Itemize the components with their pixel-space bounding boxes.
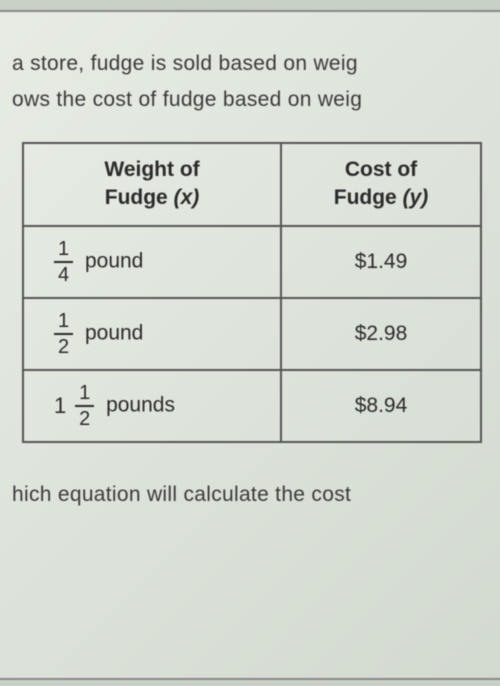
header-weight-l1: Weight of [104,158,199,181]
table-row: 1 1 2 pounds $8.94 [23,370,481,442]
fraction: 1 2 [75,383,94,429]
cost-cell-1: $1.49 [281,226,481,298]
unit-label: pound [85,249,143,272]
numerator: 1 [75,383,94,407]
header-weight-l2a: Fudge [105,186,174,209]
header-cost-l2a: Fudge [334,186,403,209]
unit-label: pound [85,321,143,344]
denominator: 2 [75,407,94,429]
question-line: hich equation will calculate the cost [12,483,500,507]
header-cost-var: (y) [403,186,429,209]
header-weight-var: (x) [174,186,200,209]
fudge-table: Weight of Fudge (x) Cost of Fudge (y) 1 … [22,142,482,443]
header-cost-l1: Cost of [345,158,417,181]
header-weight: Weight of Fudge (x) [23,143,281,226]
header-cost: Cost of Fudge (y) [281,143,481,226]
fraction: 1 4 [54,239,73,285]
numerator: 1 [54,311,73,335]
intro-line-1: a store, fudge is sold based on weig [12,52,500,76]
unit-label: pounds [106,393,175,416]
fudge-table-wrap: Weight of Fudge (x) Cost of Fudge (y) 1 … [22,142,500,443]
weight-cell-3: 1 1 2 pounds [23,370,281,442]
denominator: 4 [54,263,73,285]
denominator: 2 [54,335,73,357]
fraction: 1 2 [54,311,73,357]
cost-cell-3: $8.94 [281,370,481,442]
weight-cell-1: 1 4 pound [23,226,281,298]
worksheet-page: a store, fudge is sold based on weig ows… [0,10,500,680]
intro-line-2: ows the cost of fudge based on weig [12,88,500,112]
table-row: 1 2 pound $2.98 [23,298,481,370]
table-header-row: Weight of Fudge (x) Cost of Fudge (y) [23,143,481,226]
cost-cell-2: $2.98 [281,298,481,370]
table-row: 1 4 pound $1.49 [23,226,481,298]
weight-cell-2: 1 2 pound [23,298,281,370]
whole-number: 1 [54,393,66,419]
numerator: 1 [54,239,73,263]
